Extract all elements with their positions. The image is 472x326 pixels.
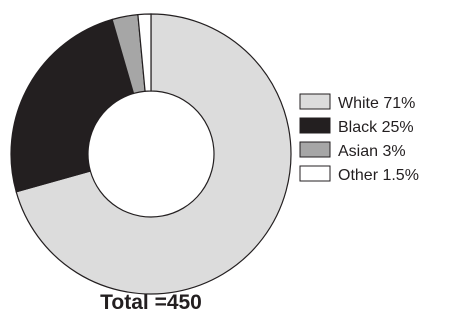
legend-swatch-asian xyxy=(299,141,331,158)
legend-label-other: Other 1.5% xyxy=(338,167,419,184)
legend-label-black: Black 25% xyxy=(338,119,414,136)
slice-black xyxy=(10,18,135,193)
legend: White 71% Black 25% Asian 3% Other 1.5% xyxy=(299,93,419,184)
slice-white xyxy=(15,13,292,295)
legend-swatch-black xyxy=(299,117,331,134)
legend-label-asian: Asian 3% xyxy=(338,143,406,160)
slice-other xyxy=(137,13,152,92)
legend-label-white: White 71% xyxy=(338,95,415,112)
total-label: Total =450 xyxy=(100,291,202,314)
donut-slices xyxy=(10,13,292,295)
legend-swatch-other xyxy=(299,165,331,182)
legend-swatch-white xyxy=(299,93,331,110)
